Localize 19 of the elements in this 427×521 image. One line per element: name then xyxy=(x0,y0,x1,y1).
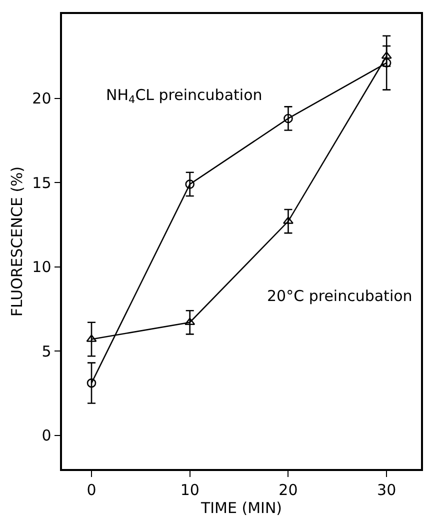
point xyxy=(184,318,196,326)
x-axis-title: TIME (MIN) xyxy=(200,498,282,517)
x-tick-label: 20 xyxy=(278,480,298,499)
x-tick-label: 30 xyxy=(377,480,396,499)
x-tick-label: 0 xyxy=(86,480,96,499)
y-tick-label: 10 xyxy=(32,258,52,276)
point xyxy=(382,58,392,68)
y-tick-label: 5 xyxy=(42,342,52,360)
point xyxy=(86,378,96,388)
point xyxy=(284,114,293,124)
point xyxy=(185,180,195,189)
y-tick-label: 0 xyxy=(42,426,52,445)
point xyxy=(381,51,392,59)
y-axis-title: FLUORESCENCE (%) xyxy=(8,166,26,317)
x-tick-label: 10 xyxy=(180,480,200,499)
text: 20°C preincubation xyxy=(267,287,412,305)
y-tick-label: 15 xyxy=(32,174,52,192)
y-tick-label: 20 xyxy=(32,90,52,108)
series-label: NH$_{4}$CL preincubation xyxy=(106,86,262,106)
